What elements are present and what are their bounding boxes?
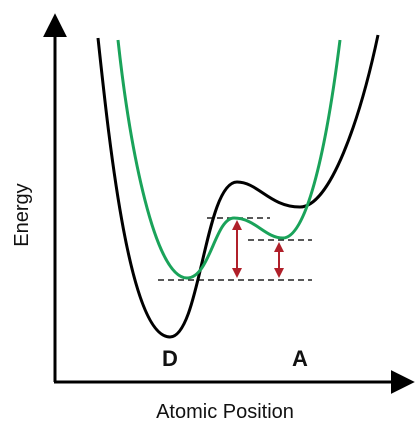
well-label: D [162, 346, 178, 371]
well-label: A [292, 346, 308, 371]
black-curve [96, 34, 380, 339]
dashed-levels [158, 217, 312, 281]
x-axis-label: Atomic Position [156, 401, 294, 423]
green-curve [116, 39, 342, 280]
y-axis-label: Energy [11, 183, 33, 246]
